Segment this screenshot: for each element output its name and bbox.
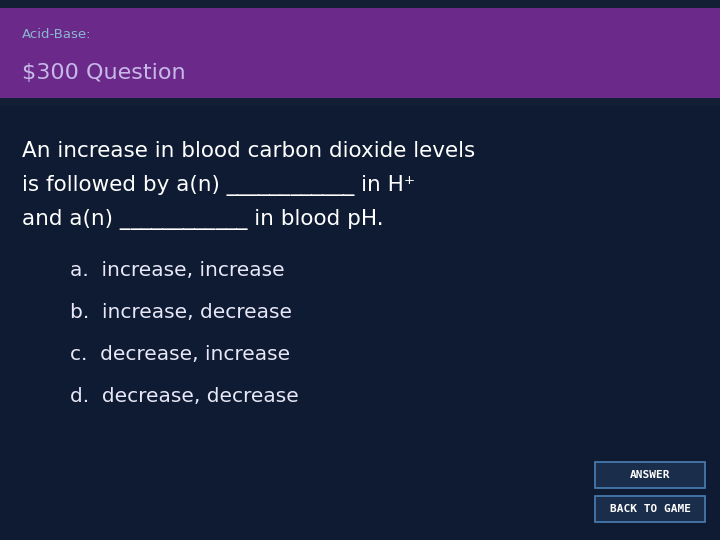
Text: $300 Question: $300 Question xyxy=(22,63,186,83)
Text: a.  increase, increase: a. increase, increase xyxy=(70,261,284,280)
Text: ANSWER: ANSWER xyxy=(630,470,670,480)
Text: b.  increase, decrease: b. increase, decrease xyxy=(70,303,292,322)
Bar xyxy=(0,98,720,106)
Text: Acid-Base:: Acid-Base: xyxy=(22,29,91,42)
Text: is followed by a(n) ____________ in H⁺: is followed by a(n) ____________ in H⁺ xyxy=(22,175,415,196)
Bar xyxy=(595,462,705,488)
Bar xyxy=(0,0,720,8)
Text: c.  decrease, increase: c. decrease, increase xyxy=(70,345,290,364)
Text: BACK TO GAME: BACK TO GAME xyxy=(610,504,690,514)
Text: and a(n) ____________ in blood pH.: and a(n) ____________ in blood pH. xyxy=(22,209,384,230)
Bar xyxy=(0,8,720,98)
Text: An increase in blood carbon dioxide levels: An increase in blood carbon dioxide leve… xyxy=(22,141,475,161)
Bar xyxy=(595,496,705,522)
Text: d.  decrease, decrease: d. decrease, decrease xyxy=(70,387,299,406)
